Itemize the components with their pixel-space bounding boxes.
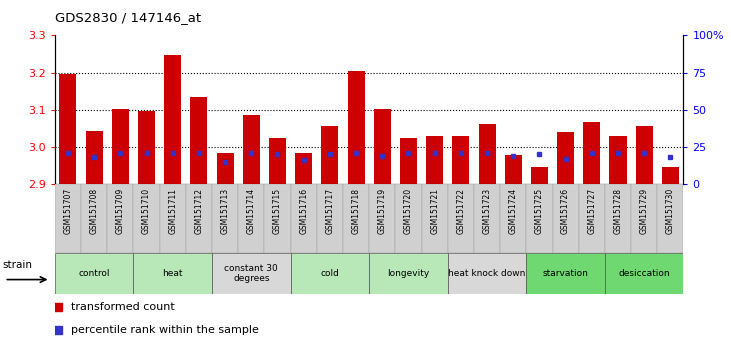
Text: GSM151726: GSM151726: [561, 188, 570, 234]
Bar: [553, 184, 579, 253]
Text: percentile rank within the sample: percentile rank within the sample: [70, 325, 259, 335]
Bar: [159, 184, 186, 253]
Text: GSM151710: GSM151710: [142, 188, 151, 234]
Text: GSM151730: GSM151730: [666, 188, 675, 234]
Bar: [605, 184, 631, 253]
Text: GSM151721: GSM151721: [430, 188, 439, 234]
Bar: [55, 184, 81, 253]
Bar: [265, 184, 290, 253]
Bar: [526, 184, 553, 253]
Bar: [610, 136, 626, 184]
Bar: [216, 153, 234, 184]
Bar: [243, 115, 260, 184]
Bar: [317, 184, 343, 253]
Bar: [369, 253, 447, 294]
Text: GSM151714: GSM151714: [247, 188, 256, 234]
Bar: [662, 167, 679, 184]
Bar: [347, 71, 365, 184]
Bar: [605, 253, 683, 294]
Text: GSM151713: GSM151713: [221, 188, 230, 234]
Text: GSM151725: GSM151725: [535, 188, 544, 234]
Text: longevity: longevity: [387, 269, 430, 278]
Text: GSM151716: GSM151716: [299, 188, 308, 234]
Bar: [322, 126, 338, 184]
Bar: [295, 153, 312, 184]
Bar: [479, 124, 496, 184]
Text: GSM151720: GSM151720: [404, 188, 413, 234]
Text: GSM151711: GSM151711: [168, 188, 177, 234]
Bar: [190, 97, 208, 184]
Text: constant 30
degrees: constant 30 degrees: [224, 264, 279, 283]
Bar: [557, 132, 574, 184]
Text: GDS2830 / 147146_at: GDS2830 / 147146_at: [55, 11, 201, 24]
Text: heat: heat: [162, 269, 183, 278]
Text: GSM151707: GSM151707: [64, 188, 72, 234]
Bar: [81, 184, 107, 253]
Text: GSM151718: GSM151718: [352, 188, 360, 234]
Text: GSM151708: GSM151708: [90, 188, 99, 234]
Text: GSM151729: GSM151729: [640, 188, 648, 234]
Text: GSM151728: GSM151728: [613, 188, 623, 234]
Text: GSM151712: GSM151712: [194, 188, 203, 234]
Bar: [269, 138, 286, 184]
Bar: [657, 184, 683, 253]
Bar: [212, 184, 238, 253]
Bar: [59, 74, 77, 184]
Text: desiccation: desiccation: [618, 269, 670, 278]
Bar: [452, 136, 469, 184]
Bar: [290, 253, 369, 294]
Bar: [500, 184, 526, 253]
Text: GSM151717: GSM151717: [325, 188, 334, 234]
Bar: [395, 184, 422, 253]
Bar: [343, 184, 369, 253]
Text: GSM151709: GSM151709: [115, 188, 125, 234]
Bar: [526, 253, 605, 294]
Text: GSM151722: GSM151722: [456, 188, 466, 234]
Text: GSM151715: GSM151715: [273, 188, 282, 234]
Text: cold: cold: [320, 269, 339, 278]
Bar: [504, 155, 522, 184]
Bar: [400, 138, 417, 184]
Bar: [133, 184, 159, 253]
Bar: [531, 167, 548, 184]
Bar: [636, 126, 653, 184]
Text: starvation: starvation: [542, 269, 588, 278]
Text: GSM151727: GSM151727: [587, 188, 596, 234]
Bar: [55, 253, 133, 294]
Bar: [107, 184, 133, 253]
Bar: [583, 122, 600, 184]
Text: GSM151724: GSM151724: [509, 188, 518, 234]
Bar: [164, 55, 181, 184]
Bar: [422, 184, 447, 253]
Bar: [238, 184, 265, 253]
Bar: [290, 184, 317, 253]
Bar: [138, 111, 155, 184]
Bar: [579, 184, 605, 253]
Text: strain: strain: [3, 259, 33, 269]
Bar: [447, 184, 474, 253]
Bar: [112, 109, 129, 184]
Text: transformed count: transformed count: [70, 302, 174, 312]
Bar: [212, 253, 290, 294]
Bar: [631, 184, 657, 253]
Bar: [86, 131, 102, 184]
Text: control: control: [78, 269, 110, 278]
Bar: [369, 184, 395, 253]
Bar: [426, 136, 443, 184]
Bar: [474, 184, 500, 253]
Text: GSM151719: GSM151719: [378, 188, 387, 234]
Text: GSM151723: GSM151723: [482, 188, 491, 234]
Text: heat knock down: heat knock down: [448, 269, 526, 278]
Bar: [374, 109, 391, 184]
Bar: [133, 253, 212, 294]
Bar: [186, 184, 212, 253]
Bar: [447, 253, 526, 294]
